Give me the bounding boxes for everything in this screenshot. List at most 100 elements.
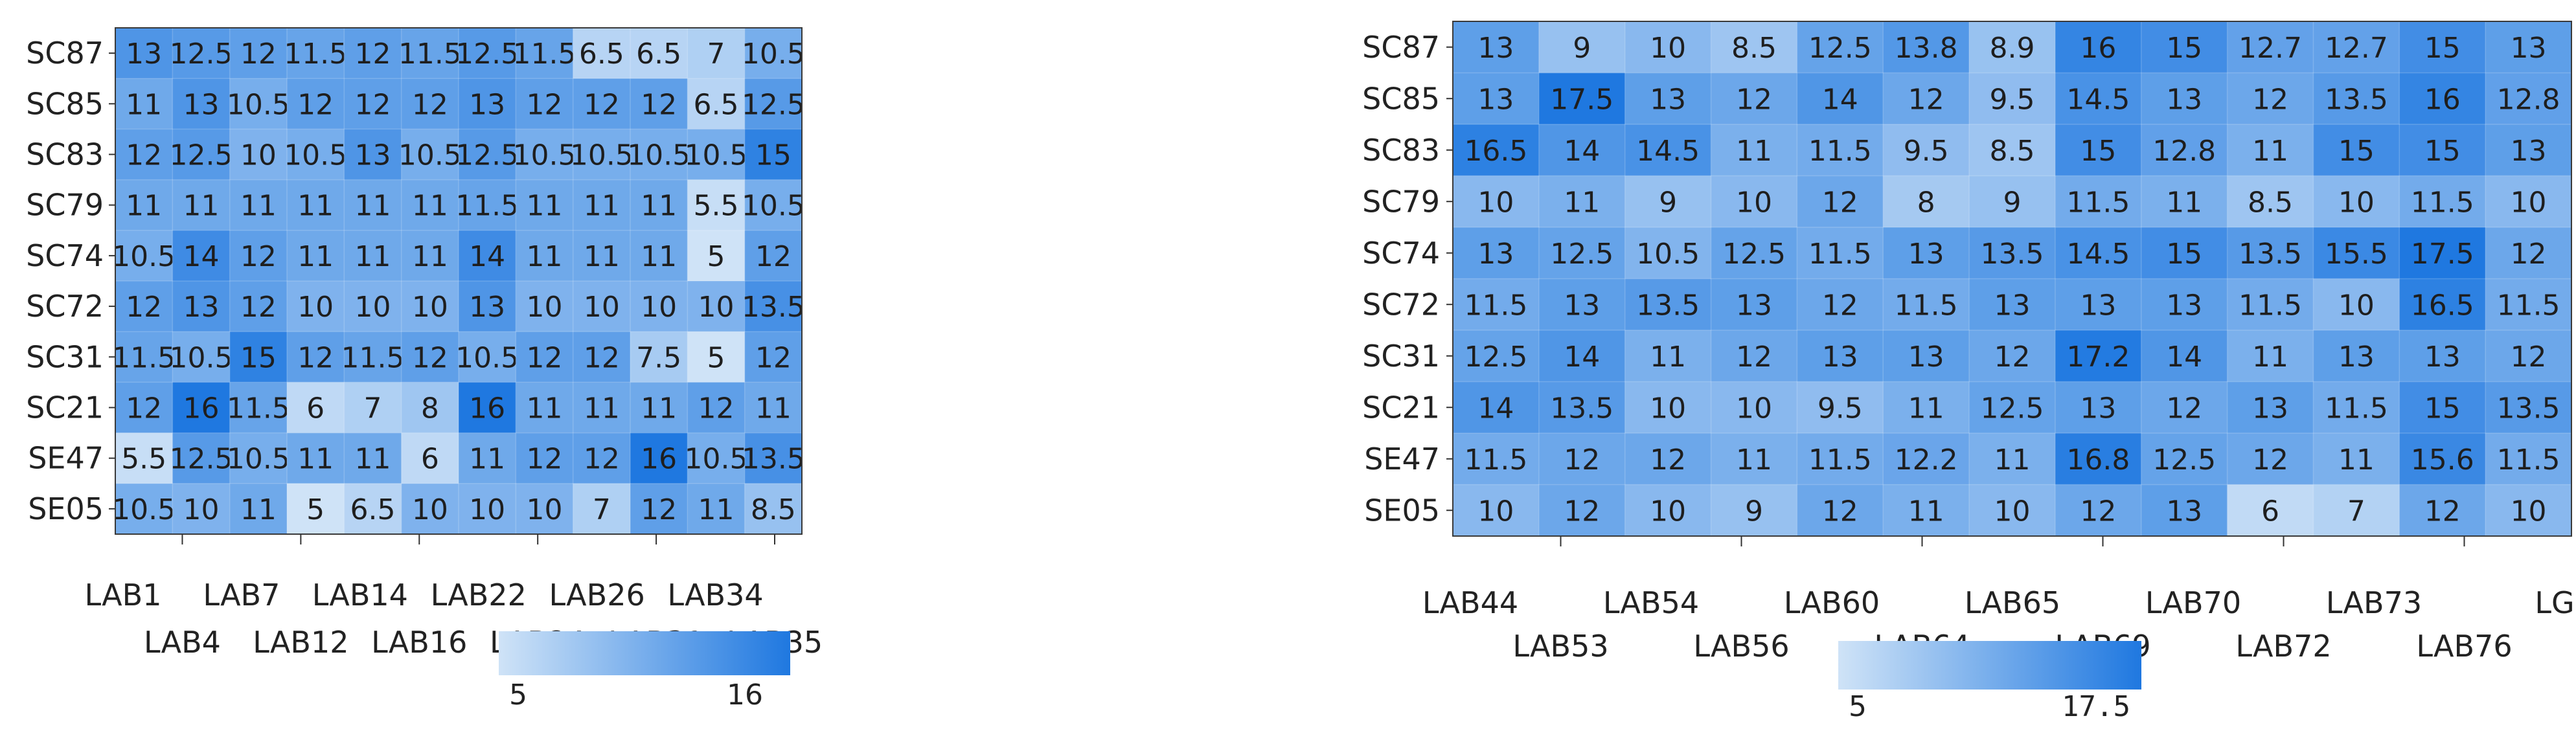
- cell-value-label: 12: [584, 443, 620, 476]
- column-label: LAB22: [431, 578, 527, 612]
- cell-value-label: 10.5: [742, 190, 805, 223]
- cell-value-label: 10: [355, 291, 391, 324]
- heatmap-cell: [2485, 73, 2572, 125]
- cell-value-label: 11: [1908, 392, 1944, 425]
- cell-value-label: 5: [707, 240, 725, 273]
- heatmap-cell: [115, 129, 173, 181]
- heatmap-cell: [744, 78, 803, 129]
- cell-value-label: 11: [1994, 443, 2031, 477]
- cell-value-label: 12.2: [1895, 443, 1958, 477]
- column-label: LAB56: [1693, 629, 1789, 664]
- cell-value-label: 10: [412, 493, 448, 526]
- cell-value-label: 11: [755, 392, 792, 425]
- heatmap-cell: [459, 331, 516, 383]
- cell-value-label: 12: [412, 341, 448, 374]
- cell-value-label: 15: [2424, 392, 2461, 425]
- cell-value-label: 11.5: [1808, 443, 1872, 477]
- heatmap-cell: [573, 129, 631, 181]
- cell-value-label: 12: [297, 88, 334, 121]
- cell-value-label: 13: [1908, 341, 1944, 374]
- cell-value-label: 12: [2252, 83, 2288, 116]
- cell-value-label: 12: [1822, 495, 1858, 528]
- heatmap-cell: [1969, 175, 2056, 228]
- heatmap-cell: [344, 78, 402, 129]
- heatmap-cell: [1624, 227, 1712, 279]
- cell-value-label: 13: [2511, 32, 2547, 65]
- heatmap-cell: [516, 281, 574, 332]
- cell-value-label: 17.5: [2411, 238, 2474, 271]
- cell-value-label: 12: [1822, 186, 1858, 219]
- cell-value-label: 12.5: [455, 139, 519, 172]
- heatmap-cell: [2485, 278, 2572, 331]
- cell-value-label: 11: [584, 392, 620, 425]
- heatmap-cell: [344, 129, 402, 181]
- cell-value-label: 11: [698, 493, 735, 526]
- cell-value-label: 9: [1745, 495, 1763, 528]
- cell-value-label: 11.5: [2497, 443, 2560, 477]
- cell-value-label: 13: [2166, 495, 2202, 528]
- heatmap-cell: [344, 432, 402, 484]
- heatmap-cell: [459, 483, 516, 535]
- heatmap-cell: [401, 281, 459, 332]
- cell-value-label: 10: [412, 291, 448, 324]
- heatmap-cell: [1797, 278, 1884, 331]
- cell-value-label: 6: [421, 443, 439, 476]
- heatmap-left: 13 12.5 12 11.5 12 11.512.511.5 6.5 6.5 7 10.511 1…: [26, 27, 823, 712]
- heatmap-cell: [1969, 227, 2056, 279]
- heatmap-cell: [573, 382, 631, 434]
- heatmap-cell: [2141, 73, 2228, 125]
- column-label: LAB44: [1422, 585, 1518, 620]
- cell-value-label: 11: [469, 443, 505, 476]
- heatmap-cell: [2227, 175, 2314, 228]
- cell-value-label: 10: [1994, 495, 2031, 528]
- heatmap-cell: [2227, 330, 2314, 382]
- heatmap-cell: [2313, 175, 2400, 228]
- cell-value-label: 12: [698, 392, 735, 425]
- cell-value-label: 12: [527, 341, 563, 374]
- cell-value-label: 11: [355, 240, 391, 273]
- heatmap-cell: [687, 78, 746, 129]
- column-label: LAB60: [1784, 585, 1880, 620]
- cell-value-label: 16.8: [2066, 443, 2130, 477]
- cell-value-label: 12: [126, 392, 162, 425]
- row-label: SC87: [1362, 30, 1440, 65]
- heatmap-cell: [115, 28, 173, 79]
- heatmap-cell: [2141, 433, 2228, 485]
- heatmap-cell: [287, 382, 345, 434]
- heatmap-cell: [229, 432, 288, 484]
- cell-value-label: 10.5: [170, 341, 233, 374]
- heatmap-cell: [172, 28, 231, 79]
- cell-value-label: 11: [584, 190, 620, 223]
- cell-value-label: 12.5: [1981, 392, 2044, 425]
- heatmap-cell: [573, 281, 631, 332]
- heatmap-cell: [1624, 381, 1712, 434]
- cell-value-label: 13: [2252, 392, 2288, 425]
- heatmap-cell: [2055, 175, 2142, 228]
- heatmap-cell: [401, 432, 459, 484]
- plot-frame: [115, 27, 803, 535]
- heatmap-cell: [516, 129, 574, 181]
- heatmap-cell: [2141, 381, 2228, 434]
- heatmap-cell: [2313, 278, 2400, 331]
- heatmap-cell: [1883, 124, 1970, 176]
- cell-value-label: 11: [297, 443, 334, 476]
- column-label: LAB54: [1603, 585, 1699, 620]
- heatmap-cell: [630, 331, 688, 383]
- heatmap-cell: [1453, 330, 1540, 382]
- row-label: SC79: [1362, 184, 1440, 219]
- cell-value-label: 11: [2252, 135, 2288, 168]
- column-label: LAB1: [85, 578, 162, 612]
- heatmap-cell: [2399, 330, 2486, 382]
- heatmap-cell: [1453, 124, 1540, 176]
- heatmap-cell: [1883, 433, 1970, 485]
- heatmap-cell: [172, 78, 231, 129]
- cell-value-label: 10: [297, 291, 334, 324]
- heatmap-cell: [687, 331, 746, 383]
- cell-value-label: 13: [1650, 83, 1686, 116]
- heatmap-cell: [229, 28, 288, 79]
- cell-value-label: 14.5: [2066, 238, 2130, 271]
- heatmap-cell: [2485, 175, 2572, 228]
- heatmap-cell: [401, 382, 459, 434]
- cell-value-label: 14: [2166, 341, 2202, 374]
- heatmap-cell: [1624, 330, 1712, 382]
